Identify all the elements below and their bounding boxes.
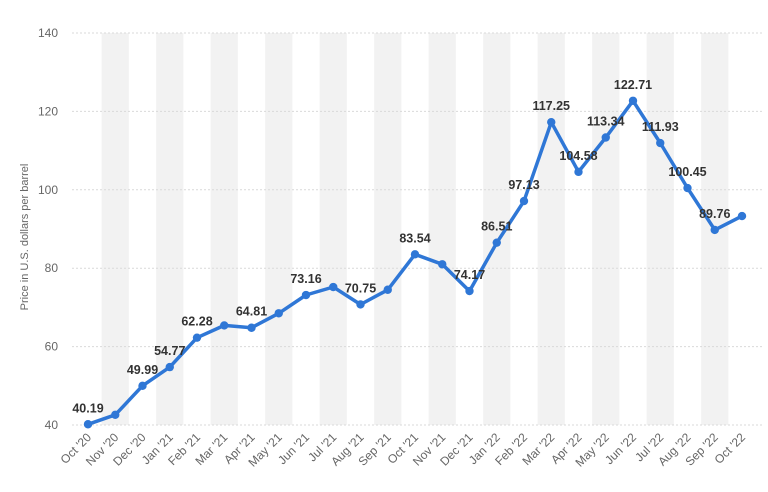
band [265, 33, 293, 425]
data-point [83, 420, 93, 429]
band [374, 33, 402, 425]
data-points [83, 96, 747, 429]
data-label: 54.77 [154, 344, 185, 358]
data-label: 113.34 [587, 115, 625, 129]
data-label: 117.25 [532, 99, 570, 113]
data-label: 73.16 [290, 272, 321, 286]
x-tick-label: Jun '21 [275, 430, 312, 467]
data-label: 104.58 [559, 149, 597, 163]
data-point [465, 286, 474, 296]
band [101, 33, 129, 425]
data-point [192, 333, 202, 342]
data-point [574, 167, 583, 177]
y-tick-label: 60 [45, 340, 59, 354]
data-point [138, 381, 147, 391]
data-label: 74.17 [454, 268, 485, 282]
data-label: 100.45 [668, 165, 706, 179]
data-label: 97.13 [508, 178, 539, 192]
data-label: 122.71 [614, 78, 652, 92]
data-label: 40.19 [72, 401, 103, 415]
band [537, 33, 565, 425]
data-point [329, 282, 338, 292]
data-point [301, 290, 311, 300]
data-point [628, 96, 638, 105]
y-tick-label: 120 [38, 104, 58, 118]
series-line [86, 99, 744, 427]
band [428, 33, 456, 425]
data-labels: 40.19 49.99 54.77 62.28 64.81 73.16 70.75 83.54… [72, 78, 730, 415]
data-point [656, 138, 665, 148]
data-point [737, 211, 747, 221]
data-point [438, 260, 447, 269]
data-label: 64.81 [236, 305, 267, 319]
data-label: 62.28 [181, 315, 212, 329]
data-label: 83.54 [399, 231, 430, 245]
data-point [111, 410, 120, 420]
data-point [165, 362, 174, 372]
y-axis-ticks: 40 60 80 100 120 140 [38, 26, 58, 432]
data-point [519, 196, 529, 206]
band [319, 33, 347, 425]
data-label: 111.93 [642, 120, 679, 134]
data-point [220, 321, 229, 330]
data-point [601, 133, 610, 142]
data-point [274, 309, 283, 318]
data-point [710, 225, 719, 235]
band [592, 33, 620, 425]
y-tick-label: 100 [38, 183, 58, 197]
data-point [247, 323, 256, 332]
data-point [356, 300, 365, 309]
data-label: 70.75 [345, 281, 376, 295]
data-point [383, 285, 392, 294]
x-tick-label: Jun '22 [602, 430, 639, 467]
data-point [683, 183, 692, 193]
band [210, 33, 238, 425]
y-axis-label: Price in U.S. dollars per barrel [19, 164, 31, 311]
gridlines [72, 32, 762, 426]
data-label: 86.51 [481, 220, 512, 234]
x-tick-label: Oct '22 [712, 430, 749, 467]
data-point [410, 250, 420, 259]
data-label: 49.99 [127, 363, 158, 377]
data-point [547, 117, 556, 127]
data-label: 89.76 [699, 207, 730, 221]
y-tick-label: 140 [38, 26, 58, 40]
band [646, 33, 674, 425]
data-point [492, 238, 501, 247]
y-tick-label: 80 [45, 261, 59, 275]
y-tick-label: 40 [45, 418, 59, 432]
background-bands [101, 33, 729, 425]
